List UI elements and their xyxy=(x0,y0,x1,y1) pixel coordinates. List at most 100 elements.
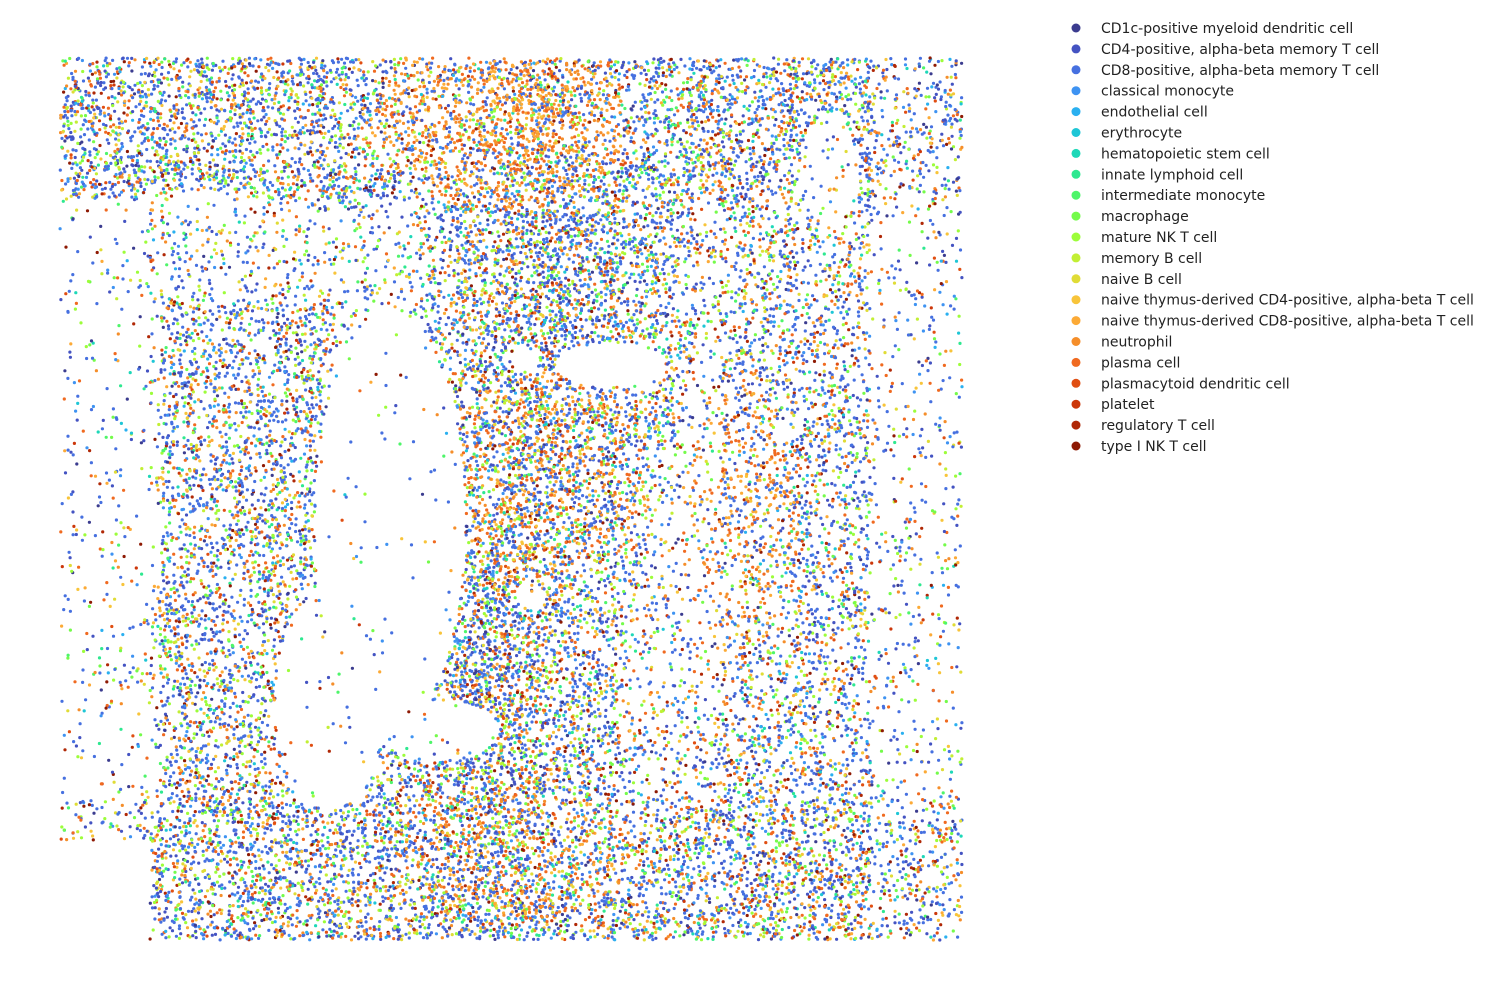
data-point xyxy=(176,668,179,671)
data-point xyxy=(473,453,476,456)
data-point xyxy=(742,428,745,431)
data-point xyxy=(335,344,338,347)
data-point xyxy=(636,322,639,325)
data-point xyxy=(495,450,498,453)
data-point xyxy=(748,117,751,120)
data-point xyxy=(485,246,488,249)
data-point xyxy=(779,346,782,349)
data-point xyxy=(504,458,507,461)
data-point xyxy=(270,863,273,866)
data-point xyxy=(664,287,667,290)
data-point xyxy=(862,392,865,395)
data-point xyxy=(204,164,207,167)
data-point xyxy=(949,89,952,92)
data-point xyxy=(583,598,586,601)
data-point xyxy=(572,478,575,481)
data-point xyxy=(758,851,761,854)
data-point xyxy=(351,151,354,154)
data-point xyxy=(826,807,829,810)
data-point xyxy=(634,444,637,447)
data-point xyxy=(427,278,430,281)
data-point xyxy=(803,424,806,427)
data-point xyxy=(833,802,836,805)
data-point xyxy=(899,268,902,271)
data-point xyxy=(331,329,334,332)
data-point xyxy=(408,919,411,922)
data-point xyxy=(105,581,108,584)
data-point xyxy=(642,189,645,192)
data-point xyxy=(560,476,563,479)
data-point xyxy=(203,407,206,410)
data-point xyxy=(548,618,551,621)
data-point xyxy=(251,309,254,312)
data-point xyxy=(828,319,831,322)
data-point xyxy=(463,220,466,223)
data-point xyxy=(778,880,781,883)
data-point xyxy=(684,754,687,757)
data-point xyxy=(656,618,659,621)
data-point xyxy=(582,661,585,664)
data-point xyxy=(778,553,781,556)
data-point xyxy=(707,522,710,525)
data-point xyxy=(98,742,101,745)
data-point xyxy=(740,874,743,877)
data-point xyxy=(469,147,472,150)
data-point xyxy=(687,620,690,623)
data-point xyxy=(284,450,287,453)
data-point xyxy=(938,671,941,674)
data-point xyxy=(337,61,340,64)
data-point xyxy=(578,184,581,187)
data-point xyxy=(97,164,100,167)
data-point xyxy=(644,481,647,484)
data-point xyxy=(659,854,662,857)
data-point xyxy=(792,361,795,364)
data-point xyxy=(613,598,616,601)
data-point xyxy=(785,673,788,676)
data-point xyxy=(952,929,955,932)
data-point xyxy=(261,390,264,393)
data-point xyxy=(870,780,873,783)
data-point xyxy=(377,823,380,826)
data-point xyxy=(317,912,320,915)
data-point xyxy=(857,469,860,472)
data-point xyxy=(276,179,279,182)
data-point xyxy=(594,630,597,633)
data-point xyxy=(849,566,852,569)
data-point xyxy=(441,333,444,336)
data-point xyxy=(641,329,644,332)
data-point xyxy=(944,350,947,353)
data-point xyxy=(918,535,921,538)
data-point xyxy=(536,74,539,77)
data-point xyxy=(470,86,473,89)
data-point xyxy=(215,426,218,429)
data-point xyxy=(539,721,542,724)
data-point xyxy=(517,112,520,115)
data-point xyxy=(412,440,415,443)
data-point xyxy=(552,731,555,734)
data-point xyxy=(99,248,102,251)
data-point xyxy=(81,539,84,542)
data-point xyxy=(830,636,833,639)
data-point xyxy=(818,931,821,934)
data-point xyxy=(868,726,871,729)
data-point xyxy=(326,822,329,825)
data-point xyxy=(157,176,160,179)
data-point xyxy=(816,331,819,334)
data-point xyxy=(163,618,166,621)
data-point xyxy=(896,812,899,815)
data-point xyxy=(369,788,372,791)
data-point xyxy=(190,680,193,683)
data-point xyxy=(752,442,755,445)
data-point xyxy=(727,274,730,277)
data-point xyxy=(762,635,765,638)
data-point xyxy=(702,325,705,328)
data-point xyxy=(496,550,499,553)
data-point xyxy=(186,439,189,442)
data-point xyxy=(764,892,767,895)
data-point xyxy=(740,560,743,563)
data-point xyxy=(252,434,255,437)
data-point xyxy=(461,157,464,160)
data-point xyxy=(675,106,678,109)
data-point xyxy=(574,682,577,685)
data-point xyxy=(310,403,313,406)
